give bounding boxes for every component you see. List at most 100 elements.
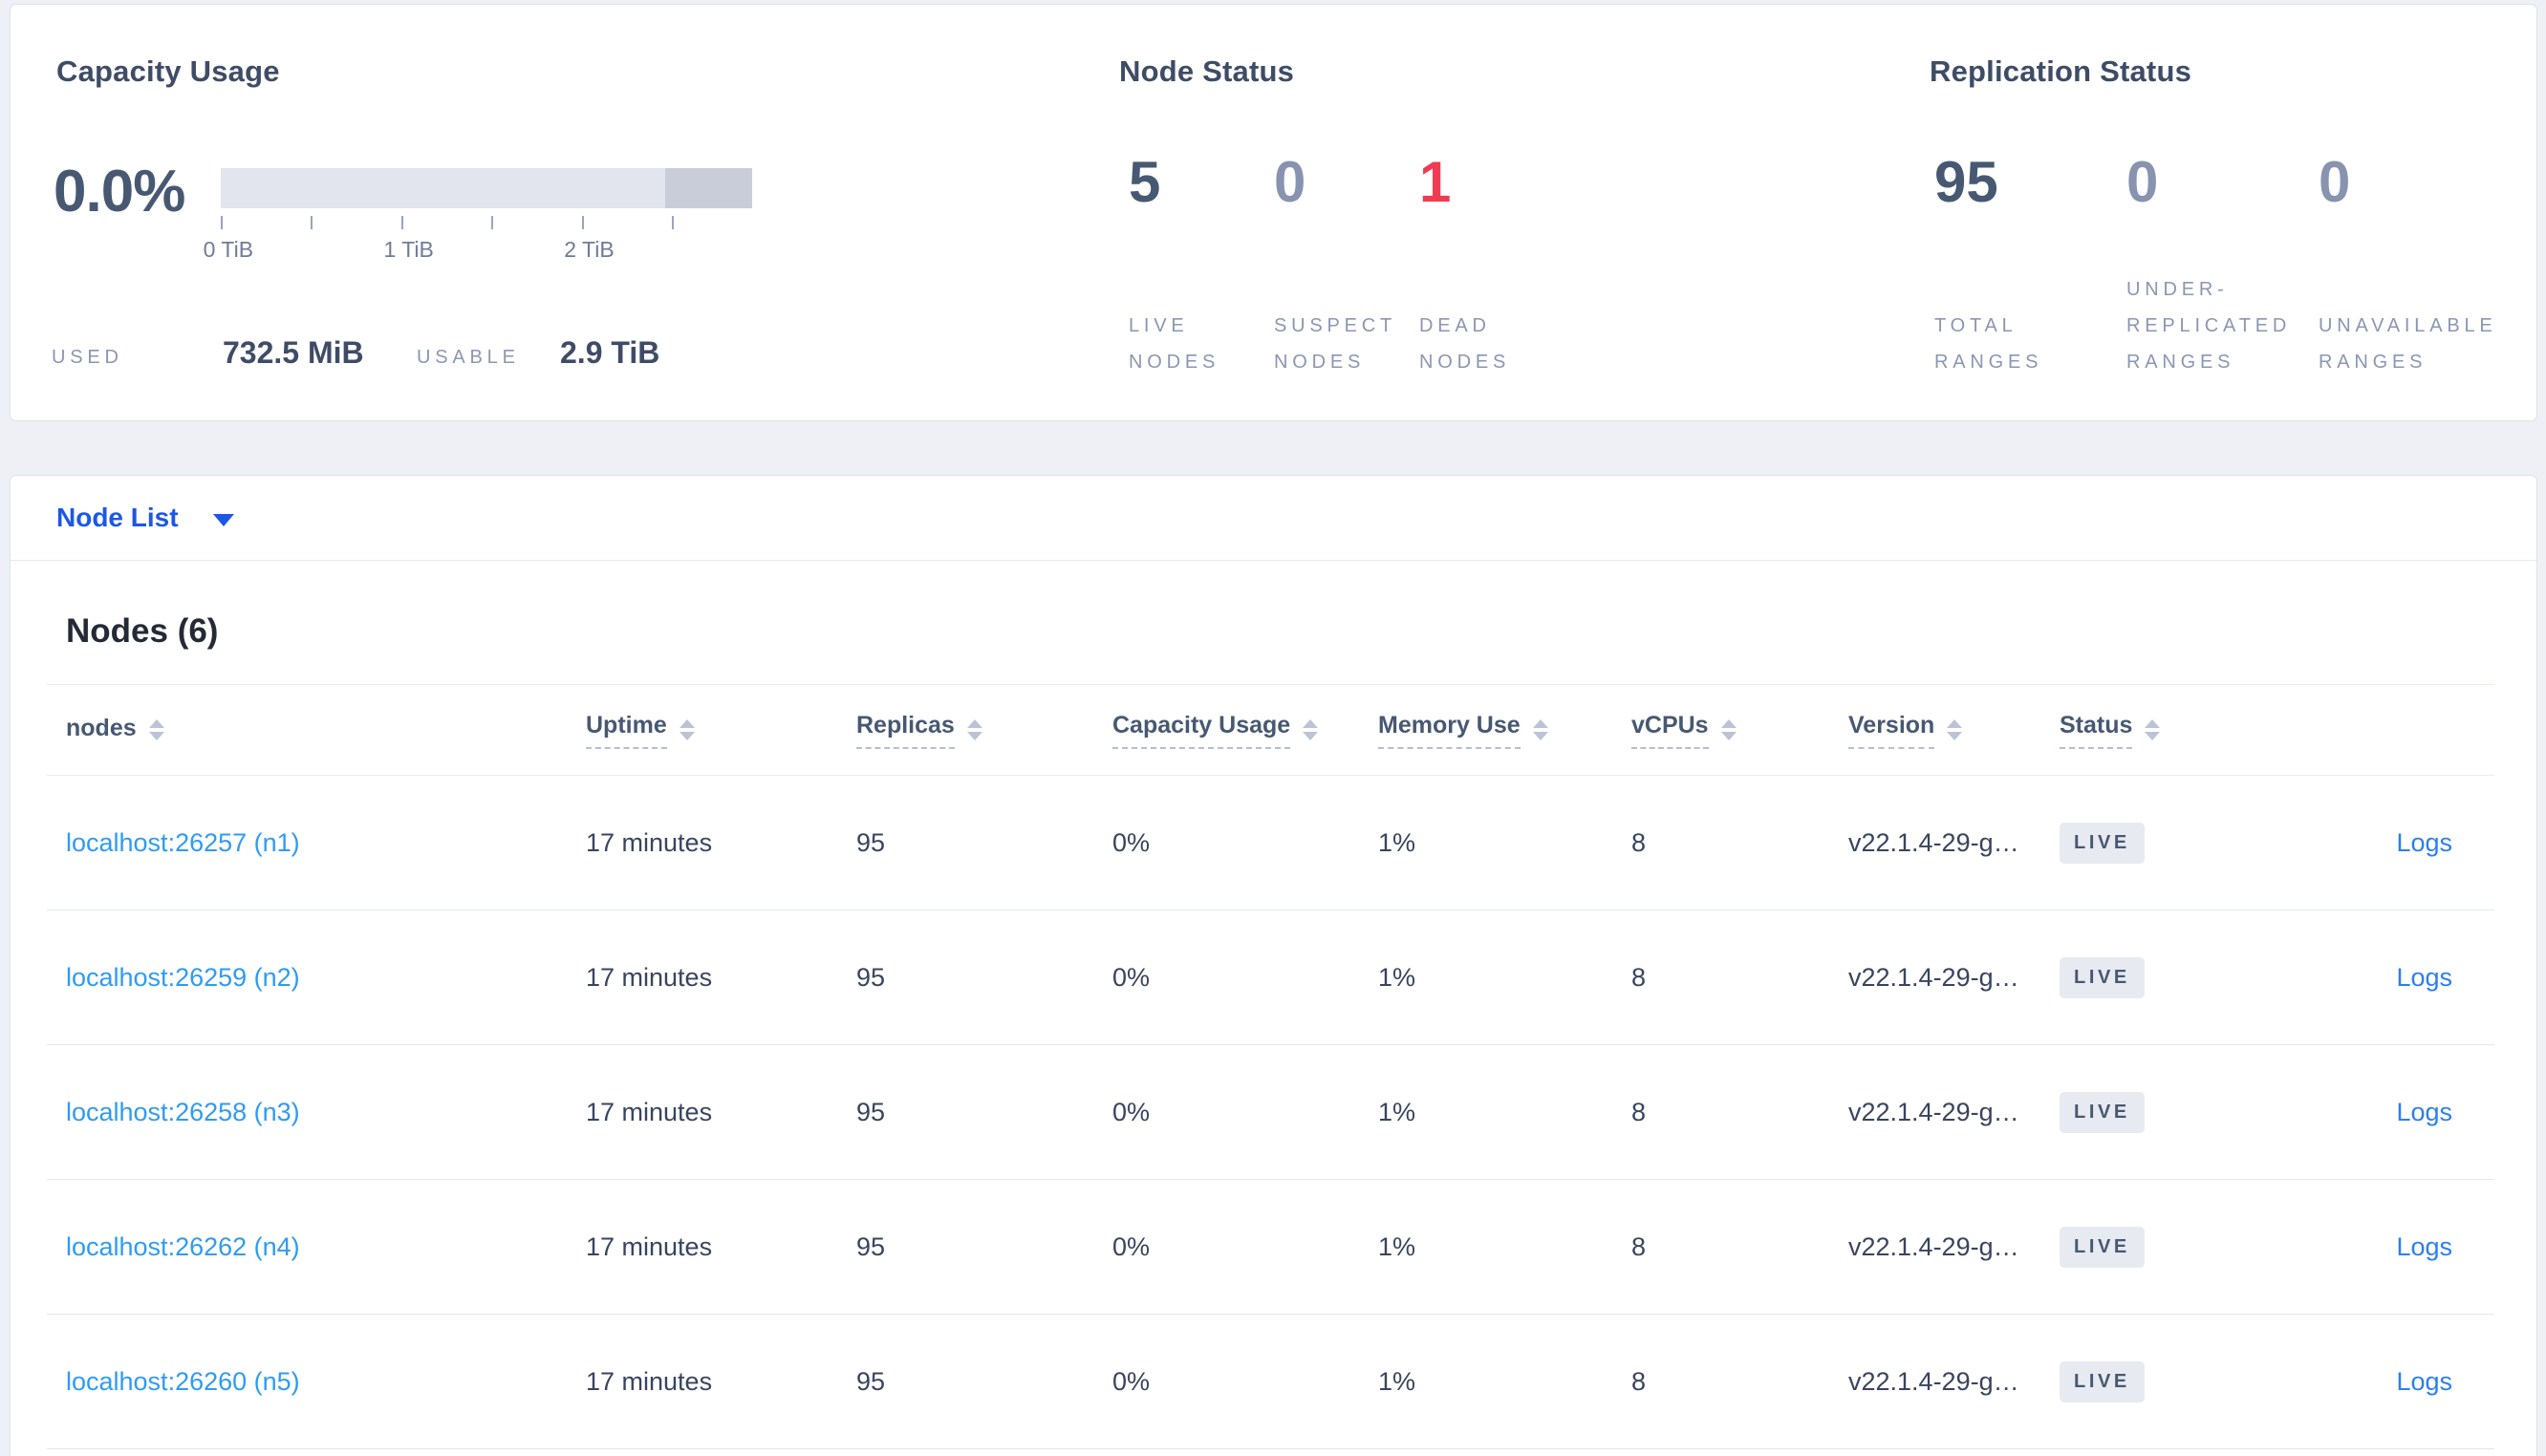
column-header-label[interactable]: nodes [66, 714, 137, 741]
node-table-row: localhost:26257 (n1) 17 minutes 95 0% 1%… [47, 776, 2494, 910]
vcpus-cell: 8 [1631, 1097, 1647, 1126]
capacity-usage-cell: 0% [1112, 827, 1151, 857]
logs-link[interactable]: Logs [2396, 1231, 2452, 1261]
logs-link[interactable]: Logs [2396, 1097, 2452, 1126]
stat-label: UNDER-REPLICATED RANGES [2126, 279, 2292, 373]
node-link[interactable]: localhost:26260 (n5) [66, 1366, 300, 1396]
stat-value: 1 [1419, 150, 1452, 214]
uptime-cell: 17 minutes [586, 1366, 713, 1396]
stat-label: UNAVAILABLE RANGES [2319, 315, 2497, 373]
status-badge: LIVE [2060, 822, 2145, 864]
replicas-cell: 95 [856, 1366, 886, 1396]
column-header[interactable]: vCPUs [1631, 712, 1848, 749]
vcpus-cell: 8 [1631, 962, 1647, 992]
memory-use-cell: 1% [1378, 962, 1416, 992]
column-header[interactable]: Uptime [586, 712, 856, 749]
logs-cell: Logs [2308, 828, 2452, 858]
logs-cell: Logs [2308, 1232, 2452, 1262]
version-cell: v22.1.4-29-g… [1848, 1366, 2019, 1396]
capacity-reserved-segment [665, 168, 752, 208]
sort-icon[interactable] [1947, 719, 1963, 740]
logs-link[interactable]: Logs [2396, 962, 2452, 992]
capacity-axis-labels: 0 TiB 1 TiB 2 TiB [204, 237, 752, 264]
column-header-label[interactable]: Status [2060, 712, 2133, 749]
replicas-cell: 95 [856, 1231, 886, 1261]
axis-tick [221, 216, 223, 229]
logs-link[interactable]: Logs [2396, 827, 2452, 857]
summary-stat: 0 SUSPECT NODES [1264, 154, 1410, 380]
column-header-label[interactable]: Version [1848, 712, 1935, 749]
cluster-summary-card: Capacity Usage Node Status Replication S… [10, 4, 2537, 421]
view-selector-label[interactable]: Node List [56, 503, 179, 532]
column-header-label[interactable]: Capacity Usage [1112, 712, 1291, 749]
uptime-cell: 17 minutes [586, 827, 713, 857]
memory-use-cell: 1% [1378, 827, 1416, 857]
column-header-label[interactable]: vCPUs [1631, 712, 1709, 749]
sort-icon[interactable] [1303, 719, 1319, 740]
status-badge: LIVE [2060, 956, 2145, 998]
replicas-cell: 95 [856, 1097, 886, 1126]
logs-cell: Logs [2308, 1098, 2452, 1127]
node-table-row: localhost:26262 (n4) 17 minutes 95 0% 1%… [47, 1180, 2494, 1315]
version-cell: v22.1.4-29-g… [1848, 1231, 2019, 1261]
column-header[interactable]: Status [2060, 712, 2308, 749]
replicas-cell: 95 [856, 962, 886, 992]
node-table-row: localhost:26258 (n3) 17 minutes 95 0% 1%… [47, 1045, 2494, 1180]
sort-icon[interactable] [1532, 719, 1548, 740]
column-header[interactable]: Capacity Usage [1112, 712, 1378, 749]
capacity-usage-cell: 0% [1112, 1366, 1151, 1396]
capacity-axis-ticks [221, 216, 752, 229]
nodes-table: nodes Uptime Replicas Capacity Usage Mem… [47, 684, 2494, 1449]
node-link[interactable]: localhost:26259 (n2) [66, 962, 300, 992]
axis-tick [581, 216, 584, 229]
sort-icon[interactable] [679, 719, 695, 740]
node-table-row: localhost:26259 (n2) 17 minutes 95 0% 1%… [47, 910, 2494, 1045]
uptime-cell: 17 minutes [586, 1231, 713, 1261]
column-header-label[interactable]: Replicas [856, 712, 955, 749]
replication-status-stats: 95 TOTAL RANGES 0 UNDER-REPLICATED RANGE… [1925, 154, 2501, 380]
logs-cell: Logs [2308, 963, 2452, 993]
uptime-cell: 17 minutes [586, 962, 713, 992]
status-cell: LIVE [2060, 1226, 2308, 1268]
column-header-label[interactable]: Memory Use [1378, 712, 1521, 749]
axis-tick-label: 0 TiB [203, 237, 254, 262]
cluster-overview-page: Capacity Usage Node Status Replication S… [0, 4, 2546, 1456]
nodes-table-header-row: nodes Uptime Replicas Capacity Usage Mem… [47, 684, 2494, 776]
stat-label: LIVE NODES [1129, 315, 1220, 373]
column-header[interactable]: nodes [66, 715, 586, 746]
status-badge: LIVE [2060, 1226, 2145, 1268]
logs-link[interactable]: Logs [2396, 1366, 2452, 1396]
node-link[interactable]: localhost:26257 (n1) [66, 827, 300, 857]
column-header-label[interactable]: Uptime [586, 712, 667, 749]
summary-stat: 0 UNDER-REPLICATED RANGES [2117, 154, 2309, 380]
status-cell: LIVE [2060, 956, 2308, 998]
column-header[interactable]: Version [1848, 712, 2060, 749]
sort-icon[interactable] [966, 719, 982, 740]
chevron-down-icon[interactable] [212, 513, 234, 526]
node-status-stats: 5 LIVE NODES 0 SUSPECT NODES 1 DEAD NODE… [1119, 154, 1555, 380]
column-header[interactable]: Replicas [856, 712, 1112, 749]
node-list-card: Node List Nodes (6) nodes Uptime Replica… [10, 475, 2537, 1456]
view-selector-dropdown[interactable]: Node List [11, 476, 2536, 561]
capacity-used-percent: 0.0% [54, 159, 185, 225]
node-link[interactable]: localhost:26258 (n3) [66, 1097, 300, 1126]
sort-icon[interactable] [2145, 719, 2161, 740]
stat-label: DEAD NODES [1419, 315, 1511, 373]
usable-value: 2.9 TiB [560, 335, 660, 370]
logs-cell: Logs [2308, 1367, 2452, 1397]
uptime-cell: 17 minutes [586, 1097, 713, 1126]
status-badge: LIVE [2060, 1360, 2145, 1402]
axis-tick [311, 216, 313, 229]
version-cell: v22.1.4-29-g… [1848, 827, 2019, 857]
sort-icon[interactable] [148, 719, 164, 740]
stat-value: 0 [2319, 150, 2351, 214]
axis-tick [672, 216, 674, 229]
capacity-usage-bar [221, 168, 752, 208]
column-header[interactable]: Memory Use [1378, 712, 1631, 749]
status-cell: LIVE [2060, 822, 2308, 864]
replication-status-title: Replication Status [1930, 54, 2192, 88]
stat-value: 95 [1934, 150, 1998, 214]
sort-icon[interactable] [1720, 719, 1737, 740]
used-value: 732.5 MiB [223, 335, 364, 370]
node-link[interactable]: localhost:26262 (n4) [66, 1231, 300, 1261]
